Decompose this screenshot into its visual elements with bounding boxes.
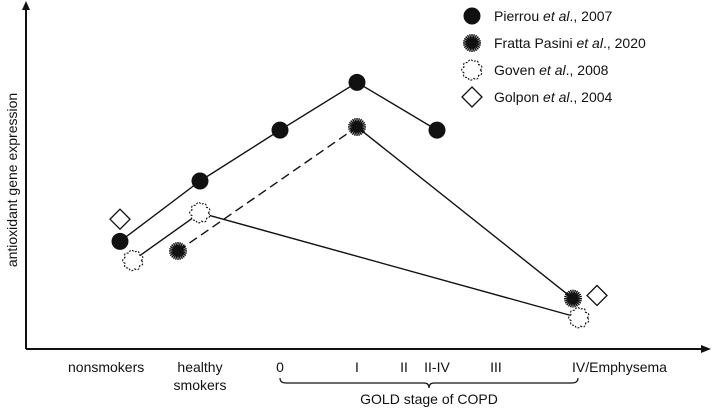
series-2-segment-1 <box>199 212 580 319</box>
x-tick-label-2: 0 <box>276 359 284 375</box>
legend-label-2: Goven et al., 2008 <box>494 62 609 78</box>
series-1-segment-1 <box>356 126 574 300</box>
series-lines <box>119 81 580 319</box>
series-3-point-1 <box>586 284 608 307</box>
series-1-point-1 <box>348 117 366 136</box>
legend-marker-1 <box>463 34 481 52</box>
series-0-point-2 <box>271 121 289 139</box>
bracket-line <box>279 377 579 389</box>
y-axis-title: antioxidant gene expression <box>4 93 20 267</box>
x-tick-label-6: III <box>490 359 502 375</box>
x-tick-label-5: II-IV <box>424 359 450 375</box>
series-0-point-3 <box>348 73 366 91</box>
legend-label-0: Pierrou et al., 2007 <box>494 8 613 24</box>
legend: Pierrou et al., 2007 Fratta Pasini et al.… <box>461 7 646 108</box>
bracket-label: GOLD stage of COPD <box>360 391 498 407</box>
series-2-point-1 <box>189 202 211 224</box>
x-tick-label-3: I <box>355 359 359 375</box>
legend-marker-0 <box>463 7 481 25</box>
gold-stage-bracket: GOLD stage of COPD <box>279 377 579 407</box>
axes <box>22 1 711 353</box>
series-0-segment-2 <box>279 81 358 131</box>
legend-label-1: Fratta Pasini et al., 2020 <box>494 35 646 51</box>
legend-marker-2 <box>461 59 483 81</box>
series-2-point-2 <box>568 307 590 329</box>
series-0-point-0 <box>111 232 129 250</box>
x-tick-label-0: nonsmokers <box>68 359 144 375</box>
series-2-point-0 <box>122 249 144 272</box>
legend-marker-3 <box>461 86 483 108</box>
series-0-segment-0 <box>119 180 201 242</box>
series-markers <box>109 73 608 329</box>
x-tick-label-4: II <box>400 359 408 375</box>
series-0-point-1 <box>191 172 209 190</box>
series-1-point-2 <box>564 289 582 308</box>
series-2-segment-0 <box>132 212 201 262</box>
series-3-point-0 <box>109 208 131 231</box>
series-0-segment-1 <box>199 129 281 182</box>
series-1-point-0 <box>169 241 187 260</box>
x-tick-label-1: healthy smokers <box>174 359 227 393</box>
series-0-point-4 <box>428 121 446 139</box>
series-1-segment-0 <box>177 126 358 252</box>
x-tick-label-7: IV/Emphysema <box>572 359 667 375</box>
series-0-segment-3 <box>356 81 438 131</box>
legend-label-3: Golpon et al., 2004 <box>494 89 613 105</box>
